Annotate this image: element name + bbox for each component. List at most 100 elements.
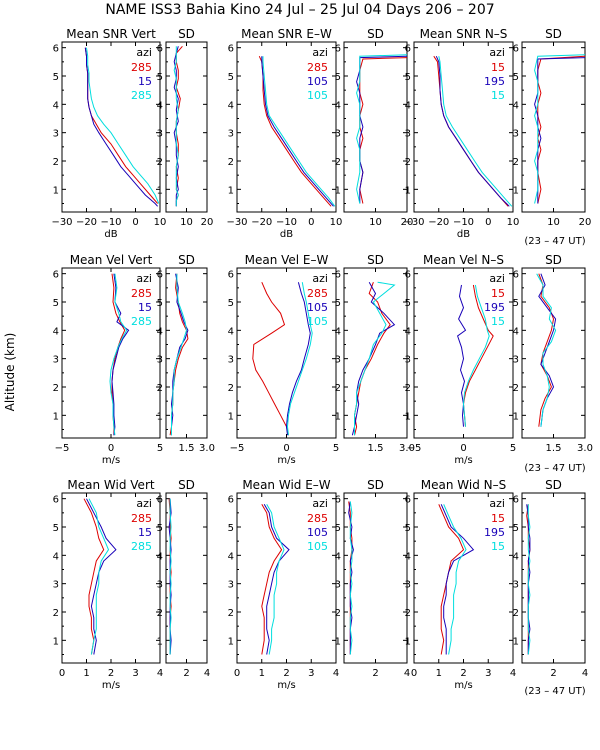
y-tick-label: 4 xyxy=(335,100,341,111)
y-tick-label: 2 xyxy=(228,157,234,168)
x-tick-label: 2 xyxy=(460,668,466,679)
plot-frame xyxy=(343,41,408,213)
legend-entry: 15 xyxy=(138,75,152,88)
series-line-blue xyxy=(111,273,130,436)
series-line-blue xyxy=(526,504,531,655)
y-tick-label: 2 xyxy=(513,383,519,394)
y-tick-label: 2 xyxy=(157,157,163,168)
y-tick-label: 5 xyxy=(53,523,59,534)
series-line-blue xyxy=(84,47,158,207)
y-tick-label: 4 xyxy=(335,551,341,562)
legend-entry: 285 xyxy=(307,287,328,300)
x-tick-label: −10 xyxy=(276,217,297,228)
y-tick-label: 1 xyxy=(405,636,411,647)
y-tick-label: 1 xyxy=(405,411,411,422)
x-tick-label: 0 xyxy=(460,443,466,454)
legend-entry: 285 xyxy=(131,61,152,74)
y-tick-label: 5 xyxy=(335,72,341,83)
y-tick-label: 6 xyxy=(405,44,411,55)
panel-title: Mean Wid N–S xyxy=(421,478,506,492)
y-tick-label: 1 xyxy=(513,636,519,647)
y-tick-label: 5 xyxy=(228,298,234,309)
series-line-cyan xyxy=(266,504,285,655)
y-tick-label: 3 xyxy=(157,129,163,140)
y-tick-label: 2 xyxy=(53,608,59,619)
panel-title: Mean Vel Vert xyxy=(70,253,153,267)
y-tick-label: 3 xyxy=(513,355,519,366)
y-tick-label: 2 xyxy=(157,608,163,619)
y-tick-label: 1 xyxy=(228,411,234,422)
series-line-cyan xyxy=(171,273,188,436)
series-line-red xyxy=(538,273,555,427)
x-tick-label: 2 xyxy=(372,668,378,679)
panel-title: Mean Vel N–S xyxy=(423,253,504,267)
y-tick-label: 1 xyxy=(228,185,234,196)
panel-title: SD xyxy=(367,253,384,267)
legend-entry: 105 xyxy=(307,89,328,102)
series-line-cyan xyxy=(354,281,396,436)
y-tick-label: 4 xyxy=(157,551,163,562)
panel-7: SD 1 2 3 4 5 6 1.5 3.0 xyxy=(157,253,215,454)
series-line-blue xyxy=(534,57,586,204)
y-tick-label: 4 xyxy=(157,326,163,337)
y-tick-label: 6 xyxy=(53,44,59,55)
panel-title: Mean Wid Vert xyxy=(67,478,154,492)
legend-entry: 15 xyxy=(491,315,505,328)
x-tick-label: 0 xyxy=(59,668,65,679)
y-tick-label: 4 xyxy=(53,326,59,337)
series-line-cyan xyxy=(109,273,128,436)
x-tick-label: −20 xyxy=(251,217,272,228)
x-tick-label: 20 xyxy=(579,217,592,228)
x-tick-label: 1.5 xyxy=(368,443,384,454)
x-axis-label: dB xyxy=(104,229,117,240)
x-tick-label: 1.5 xyxy=(546,443,562,454)
legend-entry: 285 xyxy=(307,512,328,525)
figure-title: NAME ISS3 Bahia Kino 24 Jul – 25 Jul 04 … xyxy=(105,2,494,18)
legend-entry: 195 xyxy=(484,301,505,314)
legend-entry: 285 xyxy=(131,315,152,328)
panel-title: SD xyxy=(178,478,195,492)
x-tick-label: 10 xyxy=(507,217,520,228)
series-line-cyan xyxy=(349,501,353,655)
x-tick-label: 0 xyxy=(411,668,417,679)
legend-entry: 195 xyxy=(484,526,505,539)
y-tick-label: 3 xyxy=(405,355,411,366)
y-tick-label: 3 xyxy=(513,129,519,140)
series-line-red xyxy=(537,55,586,204)
y-tick-label: 6 xyxy=(157,495,163,506)
y-tick-label: 2 xyxy=(228,383,234,394)
legend-entry: 285 xyxy=(131,287,152,300)
y-tick-label: 1 xyxy=(157,636,163,647)
y-tick-label: 5 xyxy=(513,523,519,534)
x-tick-label: 4 xyxy=(510,668,516,679)
y-tick-label: 2 xyxy=(157,383,163,394)
time-note-row-3: (23 – 47 UT) xyxy=(524,686,585,697)
y-tick-label: 6 xyxy=(405,495,411,506)
x-tick-label: 3.0 xyxy=(199,443,215,454)
legend-entry: 285 xyxy=(307,61,328,74)
x-tick-label: 4 xyxy=(582,668,588,679)
series-line-cyan xyxy=(169,498,172,655)
legend-entry: 105 xyxy=(307,315,328,328)
y-tick-label: 6 xyxy=(157,270,163,281)
y-tick-label: 4 xyxy=(228,551,234,562)
y-tick-label: 1 xyxy=(53,636,59,647)
y-tick-label: 4 xyxy=(335,326,341,337)
x-tick-label: 0 xyxy=(108,443,114,454)
y-tick-label: 1 xyxy=(335,185,341,196)
legend-title: azi xyxy=(489,497,505,510)
x-axis-label: dB xyxy=(457,229,470,240)
series-line-cyan xyxy=(534,54,586,204)
x-axis-label: m/s xyxy=(277,455,295,466)
y-tick-label: 1 xyxy=(335,411,341,422)
y-tick-label: 2 xyxy=(335,608,341,619)
panel-1: SD 1 2 3 4 5 6 10 20 xyxy=(157,27,214,228)
x-tick-label: −10 xyxy=(100,217,121,228)
y-tick-label: 3 xyxy=(53,580,59,591)
series-line-blue xyxy=(263,504,290,655)
y-tick-label: 6 xyxy=(513,44,519,55)
y-tick-label: 5 xyxy=(228,72,234,83)
